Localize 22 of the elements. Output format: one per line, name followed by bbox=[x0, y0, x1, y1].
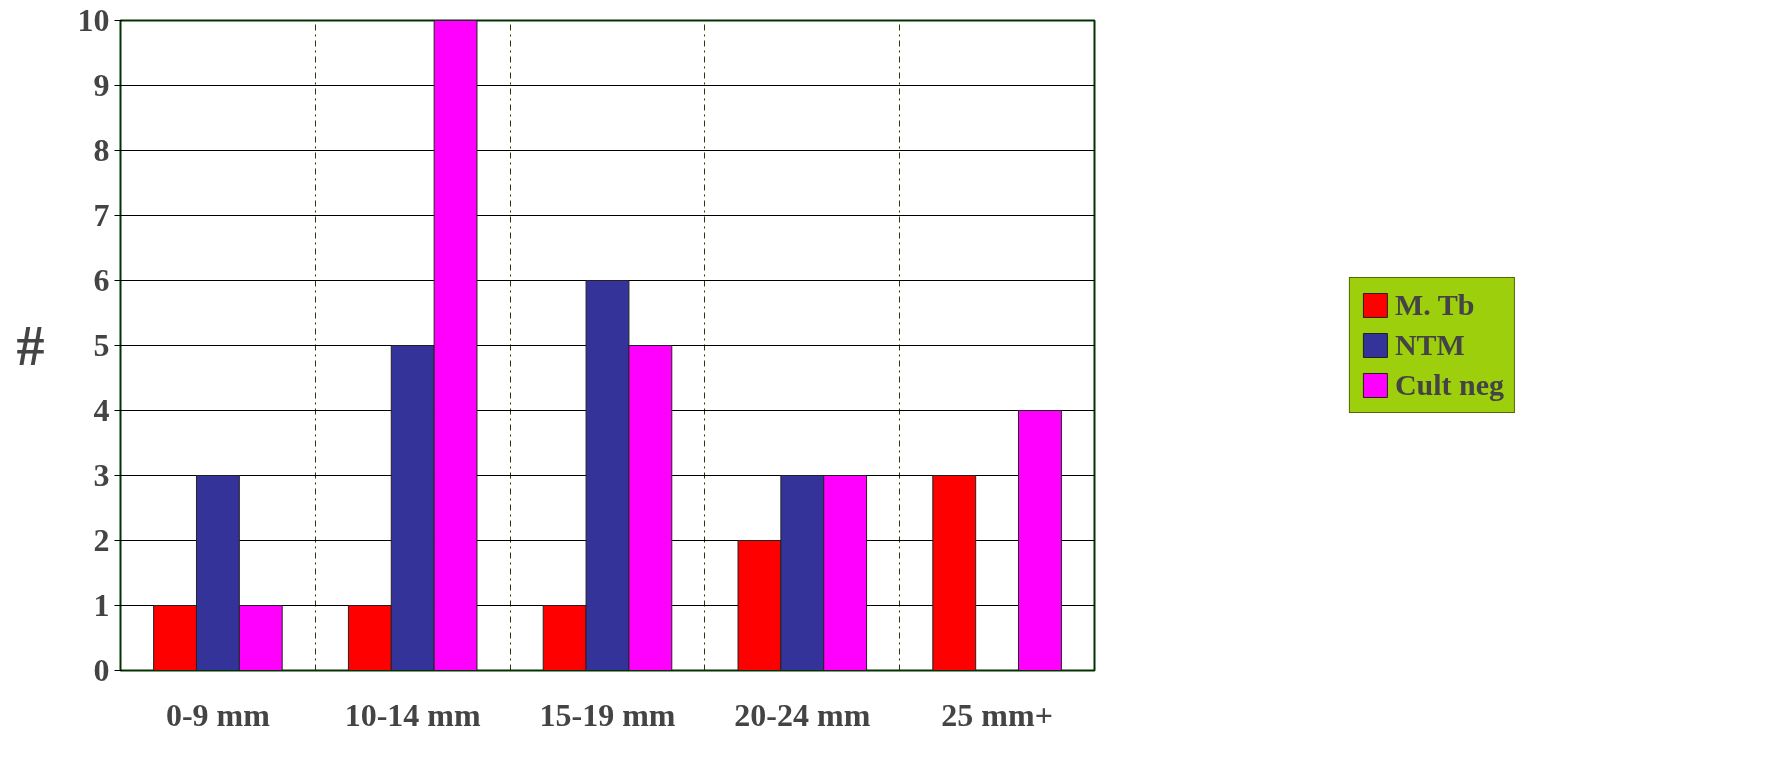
y-axis-title: # bbox=[16, 314, 45, 377]
y-tick-label: 5 bbox=[93, 327, 110, 363]
y-tick-label: 10 bbox=[77, 2, 110, 38]
bar bbox=[932, 475, 977, 671]
y-tick-label: 8 bbox=[93, 132, 110, 168]
bar bbox=[1018, 410, 1062, 671]
x-tick-label: 0-9 mm bbox=[165, 696, 271, 733]
x-tick-label: 10-14 mm bbox=[344, 696, 482, 733]
x-tick-label: 25 mm+ bbox=[941, 696, 1053, 733]
x-tick-label: 15-19 mm bbox=[539, 696, 676, 733]
y-tick-label: 1 bbox=[93, 587, 110, 623]
legend-label: Cult neg bbox=[1394, 368, 1505, 402]
y-tick-label: 6 bbox=[93, 262, 110, 298]
legend-label: NTM bbox=[1394, 328, 1465, 362]
y-tick-label: 9 bbox=[93, 67, 110, 103]
y-tick-label: 0 bbox=[93, 652, 110, 688]
y-tick-label: 3 bbox=[93, 457, 110, 493]
x-tick-label: 20-24 mm bbox=[734, 696, 871, 733]
y-tick-label: 7 bbox=[93, 197, 110, 233]
legend-label: M. Tb bbox=[1394, 288, 1475, 322]
y-tick-label: 4 bbox=[93, 392, 110, 428]
y-tick-label: 2 bbox=[93, 522, 110, 558]
